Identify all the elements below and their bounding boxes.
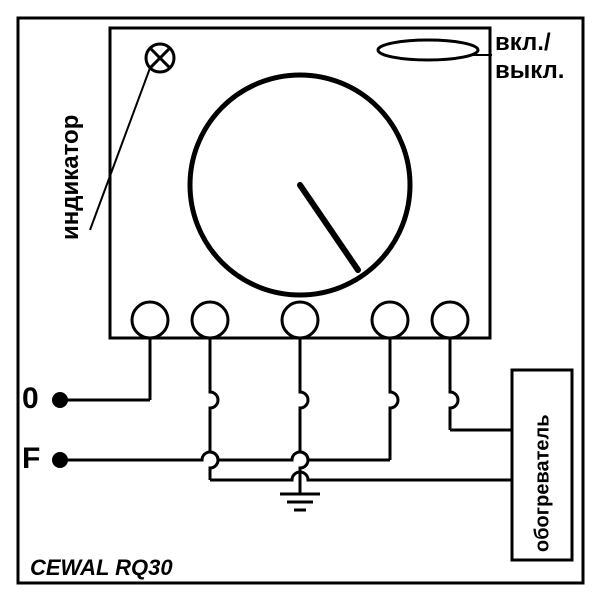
model-label: CEWAL RQ30 <box>30 555 173 580</box>
input-o-dot <box>52 392 68 408</box>
switch-label-line1: вкл./ <box>495 29 551 56</box>
switch-label-line2: выкл. <box>495 57 564 84</box>
heater-label: обогреватель <box>532 414 554 552</box>
input-o-label: 0 <box>22 382 39 415</box>
indicator-label: индикатор <box>57 115 84 240</box>
input-f-label: F <box>22 442 40 475</box>
input-f-dot <box>52 452 68 468</box>
